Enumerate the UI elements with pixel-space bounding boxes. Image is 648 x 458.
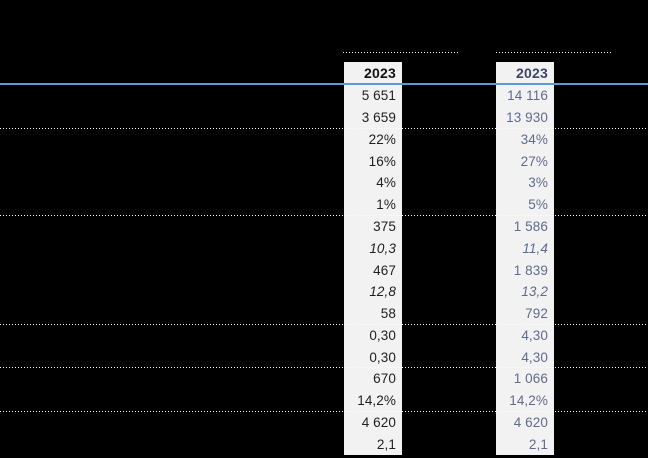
cell-right: 5%	[528, 197, 548, 213]
cell-right: 4,30	[521, 349, 548, 365]
cell-left: 2,1	[376, 436, 396, 452]
cell-right: 2,1	[528, 436, 548, 452]
table-row: 4% 3%	[0, 172, 648, 194]
cell-left: 3 659	[361, 110, 396, 126]
column-group-dotted-rule-right	[496, 52, 611, 53]
table-row: 5 651 14 116	[0, 85, 648, 107]
table-rows: 5 651 14 116 3 659 13 930 22% 34% 16% 27…	[0, 85, 648, 455]
dotted-separator	[0, 410, 648, 412]
cell-right: 792	[525, 306, 548, 322]
cell-left: 1%	[376, 197, 396, 213]
dotted-separator	[0, 323, 648, 325]
cell-right: 13 930	[506, 110, 548, 126]
table-row: 3 659 13 930	[0, 107, 648, 130]
table-row: 12,8 13,2	[0, 281, 648, 303]
cell-left: 22%	[368, 131, 396, 147]
cell-right: 14 116	[507, 88, 548, 104]
table-row: 1% 5%	[0, 194, 648, 217]
cell-left: 467	[373, 262, 396, 278]
cell-left: 0,30	[369, 327, 396, 343]
cell-right: 3%	[528, 175, 548, 191]
column-group-dotted-rule-left	[343, 52, 460, 53]
cell-right: 1 586	[513, 218, 548, 234]
column-header-left: 2023	[364, 65, 396, 81]
header-underline-rule	[0, 83, 648, 85]
column-strip-left	[344, 62, 402, 455]
cell-left: 12,8	[369, 284, 396, 300]
cell-right: 14,2%	[509, 393, 548, 409]
cell-left: 14,2%	[357, 393, 396, 409]
cell-left: 670	[373, 371, 396, 387]
table-row: 58 792	[0, 303, 648, 325]
cell-right: 1 066	[513, 371, 548, 387]
cell-right: 34%	[520, 131, 548, 147]
cell-right: 13,2	[521, 284, 548, 300]
table-row: 16% 27%	[0, 150, 648, 172]
cell-right: 4 620	[513, 414, 548, 430]
cell-left: 16%	[368, 153, 396, 169]
cell-right: 4,30	[521, 327, 548, 343]
cell-right: 27%	[520, 153, 548, 169]
cell-left: 4%	[376, 175, 396, 191]
cell-left: 58	[380, 306, 396, 322]
table-row: 375 1 586	[0, 216, 648, 238]
cell-left: 4 620	[361, 414, 396, 430]
table-row: 467 1 839	[0, 259, 648, 281]
cell-right: 1 839	[513, 262, 548, 278]
dotted-separator	[0, 128, 648, 130]
dotted-separator	[0, 215, 648, 217]
column-header-right: 2023	[516, 65, 548, 81]
cell-left: 0,30	[369, 349, 396, 365]
cell-left: 375	[373, 218, 396, 234]
table-row: 2,1 2,1	[0, 433, 648, 455]
table-row: 0,30 4,30	[0, 324, 648, 346]
dotted-separator	[0, 367, 648, 369]
table-row: 10,3 11,4	[0, 237, 648, 259]
table-row: 14,2% 14,2%	[0, 390, 648, 412]
table-row: 0,30 4,30	[0, 346, 648, 369]
table-row: 670 1 066	[0, 368, 648, 390]
cell-left: 5 651	[361, 88, 396, 104]
table-row: 22% 34%	[0, 129, 648, 151]
table-row: 4 620 4 620	[0, 411, 648, 433]
cell-left: 10,3	[369, 240, 396, 256]
column-strip-right	[496, 62, 554, 455]
cell-right: 11,4	[522, 240, 548, 256]
